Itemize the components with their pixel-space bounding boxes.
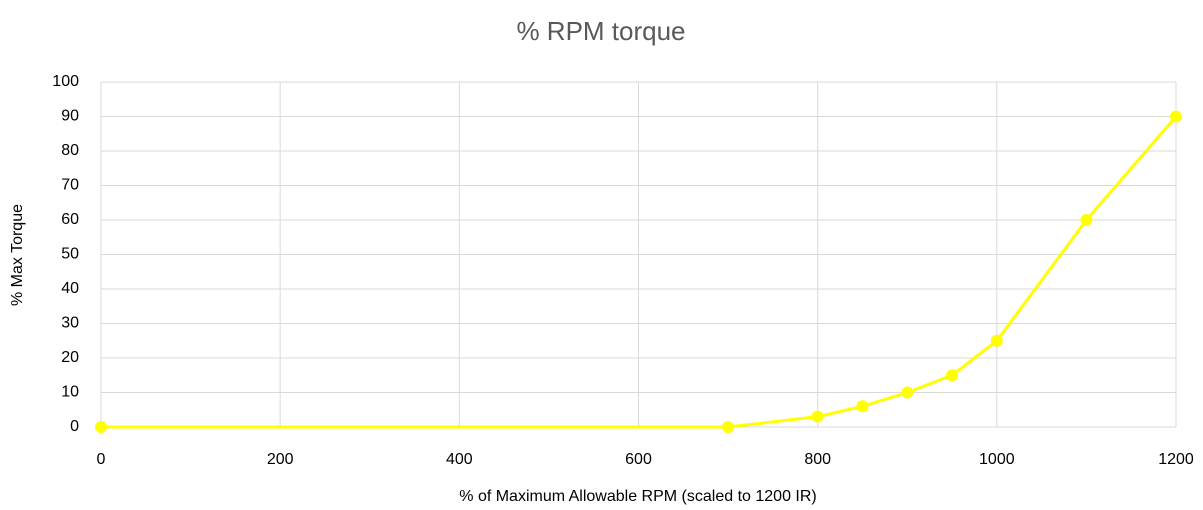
data-point xyxy=(95,421,107,433)
data-point xyxy=(990,334,1003,347)
data-point xyxy=(811,410,824,423)
y-tick-label: 0 xyxy=(70,418,79,435)
x-tick-label: 0 xyxy=(97,451,106,468)
data-point xyxy=(722,421,735,433)
y-tick-label: 70 xyxy=(61,177,79,194)
data-point xyxy=(946,369,959,382)
data-point xyxy=(1080,214,1093,226)
y-axis-label: % Max Torque xyxy=(9,204,26,306)
x-tick-label: 1000 xyxy=(979,451,1015,468)
y-tick-label: 30 xyxy=(61,315,79,332)
x-tick-label: 800 xyxy=(804,451,831,468)
x-tick-label: 600 xyxy=(625,451,652,468)
data-point xyxy=(901,386,914,399)
y-tick-label: 60 xyxy=(61,211,79,228)
x-axis-label: % of Maximum Allowable RPM (scaled to 12… xyxy=(459,488,816,505)
data-point xyxy=(1170,110,1182,123)
data-point xyxy=(856,400,869,413)
y-tick-label: 50 xyxy=(61,246,79,263)
x-tick-label: 200 xyxy=(267,451,294,468)
y-tick-label: 40 xyxy=(61,280,79,297)
y-tick-label: 90 xyxy=(61,108,79,125)
y-tick-label: 100 xyxy=(52,73,79,90)
y-tick-label: 10 xyxy=(61,384,79,401)
x-tick-label: 400 xyxy=(446,451,473,468)
y-tick-label: 20 xyxy=(61,349,79,366)
x-tick-label: 1200 xyxy=(1158,451,1194,468)
chart-title: % RPM torque xyxy=(516,16,685,46)
y-tick-label: 80 xyxy=(61,142,79,159)
